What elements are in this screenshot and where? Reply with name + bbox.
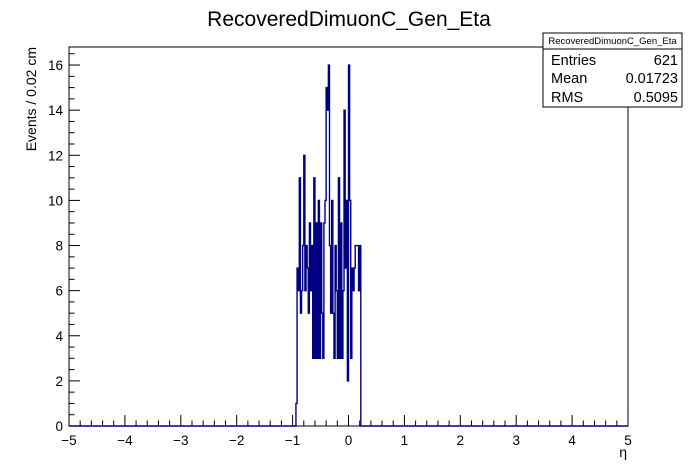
x-tick-label: −3 [173, 433, 188, 448]
x-tick-label: 5 [624, 433, 632, 448]
y-tick-label: 0 [55, 419, 63, 434]
y-axis: 0 2 4 6 8 10 12 14 16 [48, 53, 80, 434]
x-tick-label: 0 [345, 433, 353, 448]
y-tick-label: 12 [48, 148, 63, 163]
stats-entries-value: 621 [654, 53, 678, 69]
chart-title: RecoveredDimuonC_Gen_Eta [207, 8, 491, 31]
y-tick-label: 8 [55, 239, 63, 254]
stats-entries-label: Entries [551, 53, 596, 69]
x-tick-label: −5 [61, 433, 76, 448]
stats-rms-value: 0.5095 [634, 90, 678, 106]
stats-mean-value: 0.01723 [626, 71, 678, 87]
x-tick-label: 3 [512, 433, 520, 448]
x-axis-title: η [619, 444, 627, 460]
y-axis-title: Events / 0.02 cm [23, 47, 39, 151]
y-tick-label: 4 [55, 329, 63, 344]
stats-mean-label: Mean [551, 71, 587, 87]
stats-rms-label: RMS [551, 90, 583, 106]
x-tick-label: −2 [229, 433, 244, 448]
y-tick-label: 14 [48, 103, 64, 118]
x-axis: −5 −4 −3 −2 −1 0 1 2 3 4 5 [61, 415, 632, 448]
histogram-series [69, 64, 628, 427]
x-tick-label: 4 [568, 433, 576, 448]
y-tick-label: 10 [48, 193, 63, 208]
stats-box: RecoveredDimuonC_Gen_Eta Entries 621 Mea… [542, 32, 683, 108]
x-tick-label: −1 [285, 433, 300, 448]
y-tick-label: 16 [48, 58, 63, 73]
x-tick-label: 1 [401, 433, 409, 448]
x-tick-label: 2 [457, 433, 465, 448]
y-tick-label: 2 [55, 374, 63, 389]
y-tick-label: 6 [55, 284, 63, 299]
x-tick-label: −4 [117, 433, 133, 448]
stats-title: RecoveredDimuonC_Gen_Eta [548, 36, 677, 47]
